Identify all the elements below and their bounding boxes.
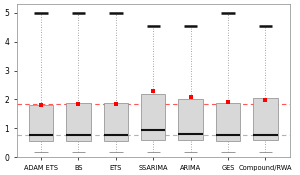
Bar — [253, 98, 278, 141]
Bar — [216, 103, 240, 141]
Bar — [66, 103, 91, 141]
Bar — [104, 103, 128, 141]
Bar — [29, 105, 53, 141]
Bar — [178, 99, 203, 141]
Bar — [141, 94, 165, 141]
